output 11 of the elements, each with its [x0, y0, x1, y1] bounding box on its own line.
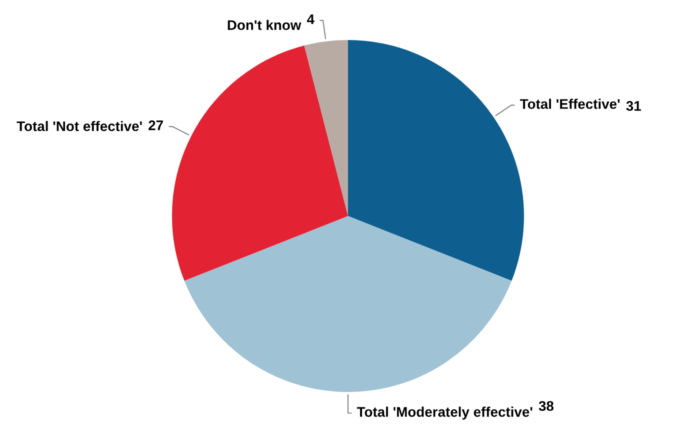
data-label: 4 [306, 14, 314, 24]
data-label: 38 [538, 401, 554, 411]
slice-label: Total 'Not effective' [16, 120, 142, 132]
slice-label: Don't know [228, 20, 302, 30]
data-label: 27 [148, 120, 163, 130]
slice-label: Total 'Moderately effective' [356, 406, 532, 420]
pie-slice [304, 40, 348, 216]
slice-label: Total 'Effective' [520, 98, 620, 109]
pie-slice [184, 216, 512, 392]
pie-slice [172, 46, 348, 281]
data-label: 31 [626, 101, 641, 111]
